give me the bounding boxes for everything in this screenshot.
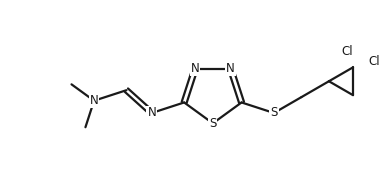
- Text: Cl: Cl: [341, 45, 353, 58]
- Text: N: N: [147, 107, 156, 120]
- Text: N: N: [226, 62, 235, 75]
- Text: Cl: Cl: [368, 55, 380, 68]
- Text: S: S: [270, 107, 277, 120]
- Text: N: N: [191, 62, 199, 75]
- Text: S: S: [209, 117, 217, 130]
- Text: N: N: [90, 94, 98, 107]
